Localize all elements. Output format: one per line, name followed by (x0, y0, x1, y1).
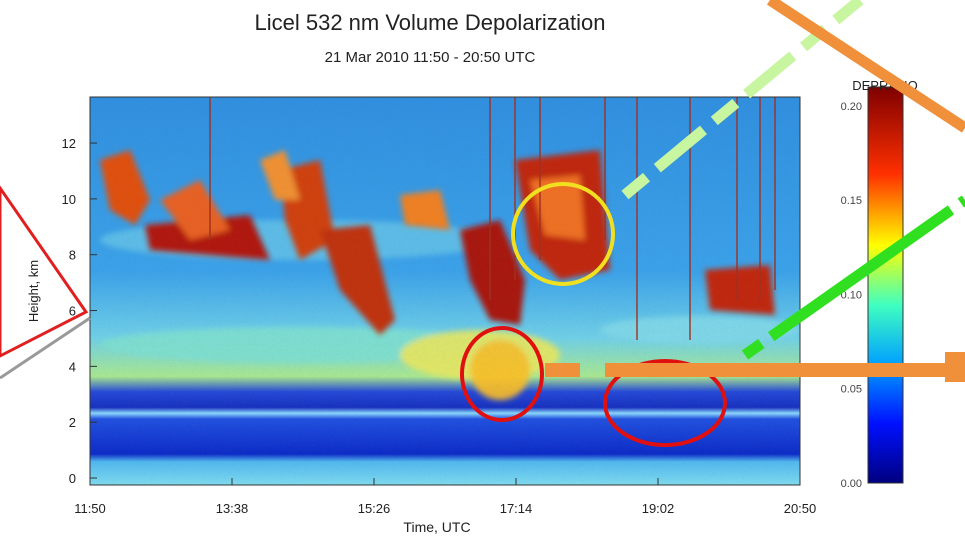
page: {"chart_data": {"type": "heatmap", "titl… (0, 0, 965, 542)
y-tick-label: 0 (69, 471, 76, 486)
colorbar-tick-label: 0.00 (841, 478, 862, 490)
y-tick-label: 10 (62, 192, 76, 207)
heatmap (90, 97, 800, 485)
chart-subtitle: 21 Mar 2010 11:50 - 20:50 UTC (325, 49, 536, 66)
x-tick-label: 19:02 (642, 501, 675, 516)
colorbar (868, 87, 903, 483)
x-axis-label: Time, UTC (403, 519, 470, 535)
y-axis-label: Height, km (26, 260, 41, 322)
colorbar-tick-label: 0.20 (841, 101, 862, 113)
colorbar-tick-label: 0.05 (841, 384, 862, 396)
chart: Licel 532 nm Volume Depolarization 21 Ma… (0, 0, 965, 542)
colorbar-tick-label: 0.15 (841, 195, 862, 207)
x-tick-label: 20:50 (784, 501, 817, 516)
chart-title: Licel 532 nm Volume Depolarization (255, 10, 606, 35)
y-tick-label: 4 (69, 359, 76, 374)
y-tick-label: 2 (69, 415, 76, 430)
x-tick-label: 13:38 (216, 501, 249, 516)
orange-arrow (945, 352, 965, 382)
x-tick-label: 11:50 (74, 501, 106, 516)
x-tick-label: 15:26 (358, 501, 391, 516)
x-tick-label: 17:14 (500, 501, 533, 516)
y-tick-label: 12 (62, 136, 76, 151)
y-tick-label: 8 (69, 248, 76, 263)
